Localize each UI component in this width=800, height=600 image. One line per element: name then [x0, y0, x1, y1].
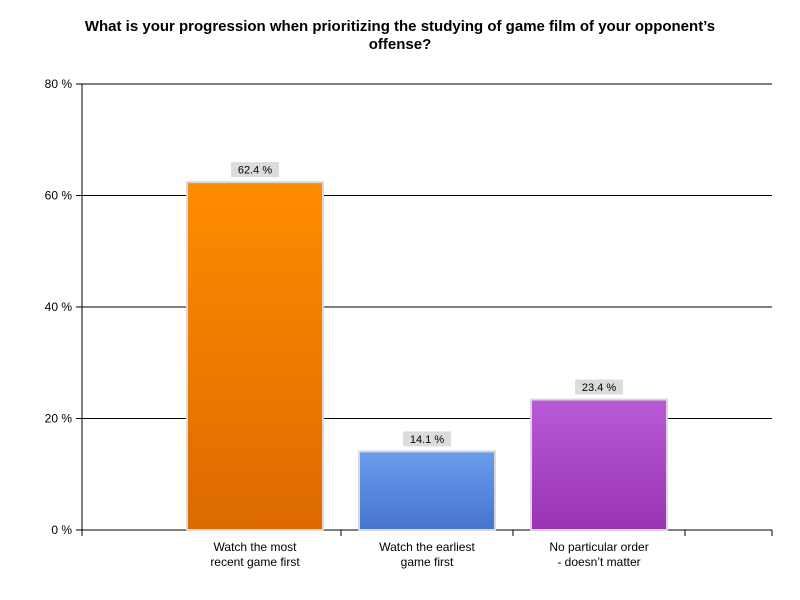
x-category-label: recent game first — [210, 555, 300, 569]
bar — [358, 450, 496, 531]
y-tick-label: 60 % — [45, 189, 73, 203]
y-tick-label: 0 % — [51, 523, 72, 537]
data-label: 62.4 % — [238, 165, 272, 177]
y-tick-label: 80 % — [45, 77, 73, 91]
x-category-label: Watch the earliest — [379, 540, 475, 554]
x-category-label: Watch the most — [214, 540, 298, 554]
chart-title-line-2: offense? — [368, 36, 432, 53]
data-label: 23.4 % — [582, 382, 616, 394]
y-tick-label: 40 % — [45, 300, 73, 314]
bar — [186, 181, 324, 531]
x-category-label: - doesn’t matter — [557, 555, 640, 569]
chart-title-line-1: What is your progression when prioritizi… — [84, 18, 716, 35]
x-category-label: game first — [401, 555, 454, 569]
x-category-label: No particular order — [549, 540, 648, 554]
data-label-background — [403, 431, 451, 447]
y-tick-label: 20 % — [45, 412, 73, 426]
bar — [530, 398, 668, 532]
data-label: 14.1 % — [410, 434, 444, 446]
chart-title: What is your progression when prioritizi… — [40, 18, 760, 54]
data-label-background — [231, 162, 279, 178]
data-label-background — [575, 379, 623, 395]
